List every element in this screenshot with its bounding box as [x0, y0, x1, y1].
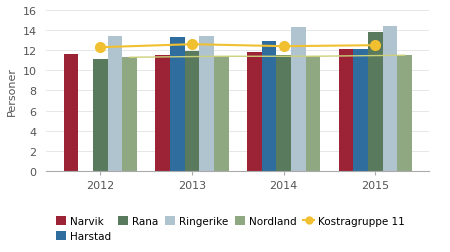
Bar — [368, 33, 382, 171]
Bar — [339, 50, 353, 171]
Bar — [261, 42, 276, 171]
Bar — [155, 56, 170, 171]
Bar — [108, 37, 122, 171]
Legend: Narvik, Harstad, Rana, Ringerike, Nordland, Kostragruppe 11: Narvik, Harstad, Rana, Ringerike, Nordla… — [52, 212, 409, 245]
Bar — [122, 58, 137, 171]
Bar — [64, 55, 78, 171]
Bar — [93, 60, 108, 171]
Bar — [199, 37, 214, 171]
Bar — [353, 50, 368, 171]
Bar — [214, 57, 229, 171]
Bar — [291, 28, 306, 171]
Y-axis label: Personer: Personer — [7, 67, 17, 115]
Bar — [276, 56, 291, 171]
Bar — [382, 27, 397, 171]
Bar — [306, 57, 320, 171]
Bar — [397, 56, 412, 171]
Bar — [247, 53, 261, 171]
Bar — [184, 52, 199, 171]
Bar — [170, 38, 184, 171]
